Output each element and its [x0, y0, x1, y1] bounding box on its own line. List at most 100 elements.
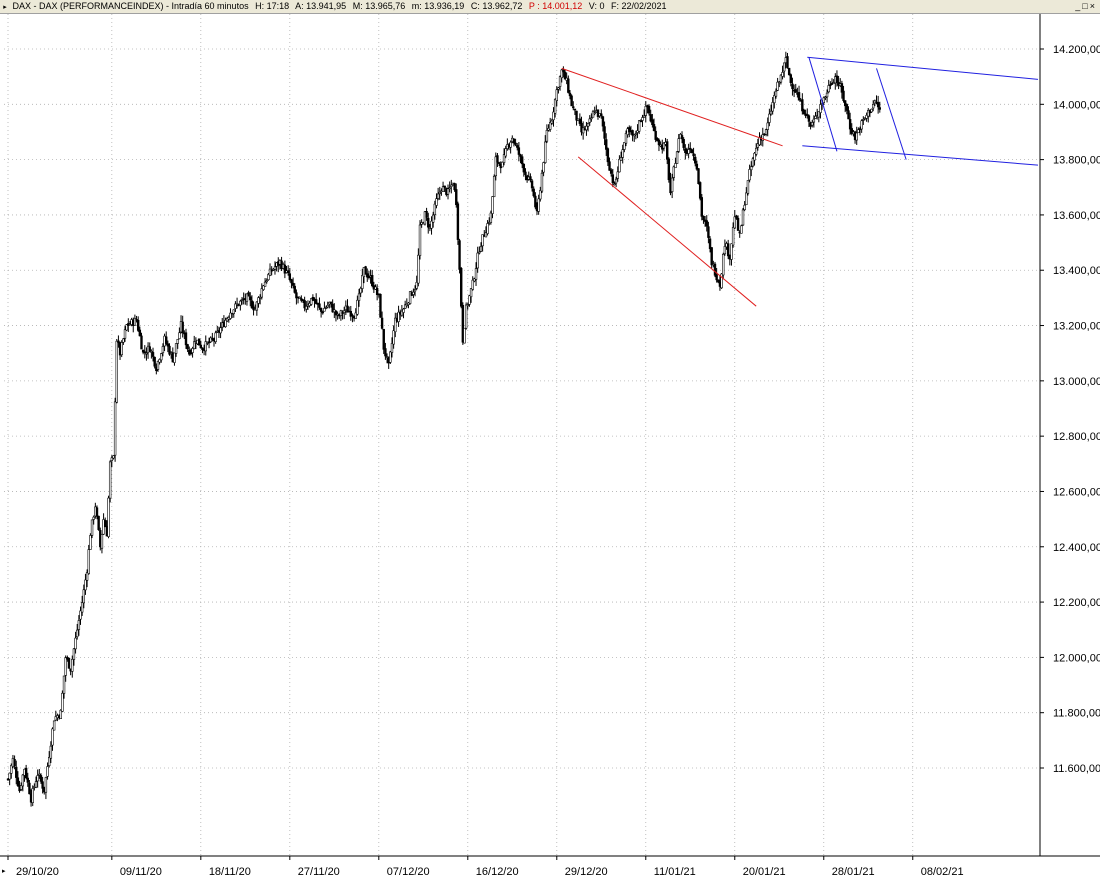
candle-body	[412, 291, 415, 295]
candle-body	[502, 154, 506, 163]
candle-body	[723, 246, 727, 255]
candle-body	[120, 342, 123, 356]
candle-body	[61, 692, 64, 712]
candle-body	[405, 303, 409, 307]
y-tick-label: 11.800,00	[1053, 708, 1100, 720]
candle-body	[516, 145, 519, 148]
candle-body	[384, 348, 387, 357]
candle-body	[97, 515, 100, 530]
candle-body	[433, 203, 437, 216]
trendline	[802, 145, 1039, 166]
candle-body	[466, 304, 469, 307]
candle-body	[263, 281, 267, 287]
candle-body	[230, 313, 234, 315]
candle-body	[357, 293, 361, 301]
candle-body	[791, 83, 794, 90]
scroll-arrow-icon[interactable]: ▸	[2, 868, 6, 875]
candle-body	[817, 111, 821, 118]
candle-body	[722, 254, 725, 276]
candle-body	[586, 123, 590, 127]
candle-body	[814, 115, 817, 119]
candle-body	[323, 307, 326, 312]
candle-body	[600, 113, 603, 117]
candle-body	[835, 75, 839, 83]
candle-body	[463, 327, 466, 344]
candle-body	[552, 111, 555, 121]
y-tick-label: 12.200,00	[1053, 597, 1100, 609]
candle-body	[207, 341, 211, 344]
candle-body	[54, 716, 57, 721]
candle-body	[855, 132, 858, 141]
candle-body	[324, 307, 328, 309]
window-buttons[interactable]: _□×	[1075, 1, 1097, 11]
candle-body	[122, 338, 125, 343]
x-tick-label: 08/02/21	[921, 866, 964, 878]
y-tick-label: 13.000,00	[1053, 376, 1100, 388]
candle-body	[464, 304, 468, 329]
y-tick-label: 14.200,00	[1053, 44, 1100, 56]
candle-body	[802, 109, 806, 115]
candle-body	[641, 117, 644, 121]
candle-body	[776, 81, 779, 91]
price-chart[interactable]: 11.600,00 11.800,00 12.000,00 12.200,00 12.4…	[0, 14, 1100, 879]
candle-body	[634, 133, 638, 136]
candle-body	[268, 268, 272, 276]
candle-body	[843, 100, 847, 107]
candle-body	[71, 658, 74, 672]
x-tick-label: 20/01/21	[743, 866, 786, 878]
candle-body	[850, 128, 853, 134]
candle-body	[166, 343, 170, 347]
candle-body	[690, 149, 694, 154]
candle-body	[314, 299, 318, 304]
candle-body	[654, 130, 657, 140]
candle-body	[125, 324, 128, 331]
candle-body	[702, 216, 705, 221]
candle-body	[623, 142, 626, 150]
candle-body	[108, 461, 112, 499]
candle-body	[748, 169, 751, 181]
candle-body	[825, 92, 829, 98]
candle-body	[62, 675, 66, 694]
trendline	[808, 57, 838, 152]
close-readout: C: 13.962,72	[470, 1, 523, 11]
candle-body	[611, 174, 615, 184]
candle-body	[158, 359, 161, 363]
candle-body	[715, 274, 718, 281]
candle-body	[186, 344, 189, 350]
candle-body	[553, 99, 557, 114]
candle-body	[876, 102, 880, 108]
candle-body	[633, 134, 636, 137]
candle-body	[156, 360, 160, 370]
candle-body	[145, 352, 148, 355]
candle-body	[609, 169, 613, 174]
candle-body	[494, 156, 498, 177]
candle-body	[476, 252, 479, 269]
candle-body	[542, 162, 545, 173]
candle-body	[603, 126, 606, 139]
candle-body	[794, 89, 797, 93]
y-tick-label: 12.400,00	[1053, 542, 1100, 554]
candle-body	[710, 247, 713, 266]
candle-body	[26, 777, 29, 783]
candle-body	[700, 197, 704, 217]
y-tick-label: 13.600,00	[1053, 210, 1100, 222]
candle-body	[761, 134, 764, 141]
candle-body	[38, 773, 41, 776]
candle-body	[819, 104, 822, 113]
candle-body	[446, 188, 450, 195]
candle-body	[672, 166, 675, 178]
candle-body	[351, 314, 354, 317]
collapse-arrow-icon[interactable]: ▸	[3, 4, 7, 11]
candle-body	[430, 220, 433, 229]
candle-body	[311, 296, 315, 301]
candle-body	[733, 216, 736, 229]
candle-body	[438, 191, 441, 194]
candle-body	[273, 266, 277, 270]
candle-body	[138, 329, 142, 337]
candle-body	[616, 171, 619, 179]
chart-title-bar: ▸ DAX - DAX (PERFORMANCEINDEX) - Intradí…	[0, 0, 1100, 14]
candle-body	[31, 788, 34, 803]
candle-body	[165, 336, 168, 344]
x-tick-label: 07/12/20	[387, 866, 430, 878]
candle-body	[197, 338, 201, 346]
